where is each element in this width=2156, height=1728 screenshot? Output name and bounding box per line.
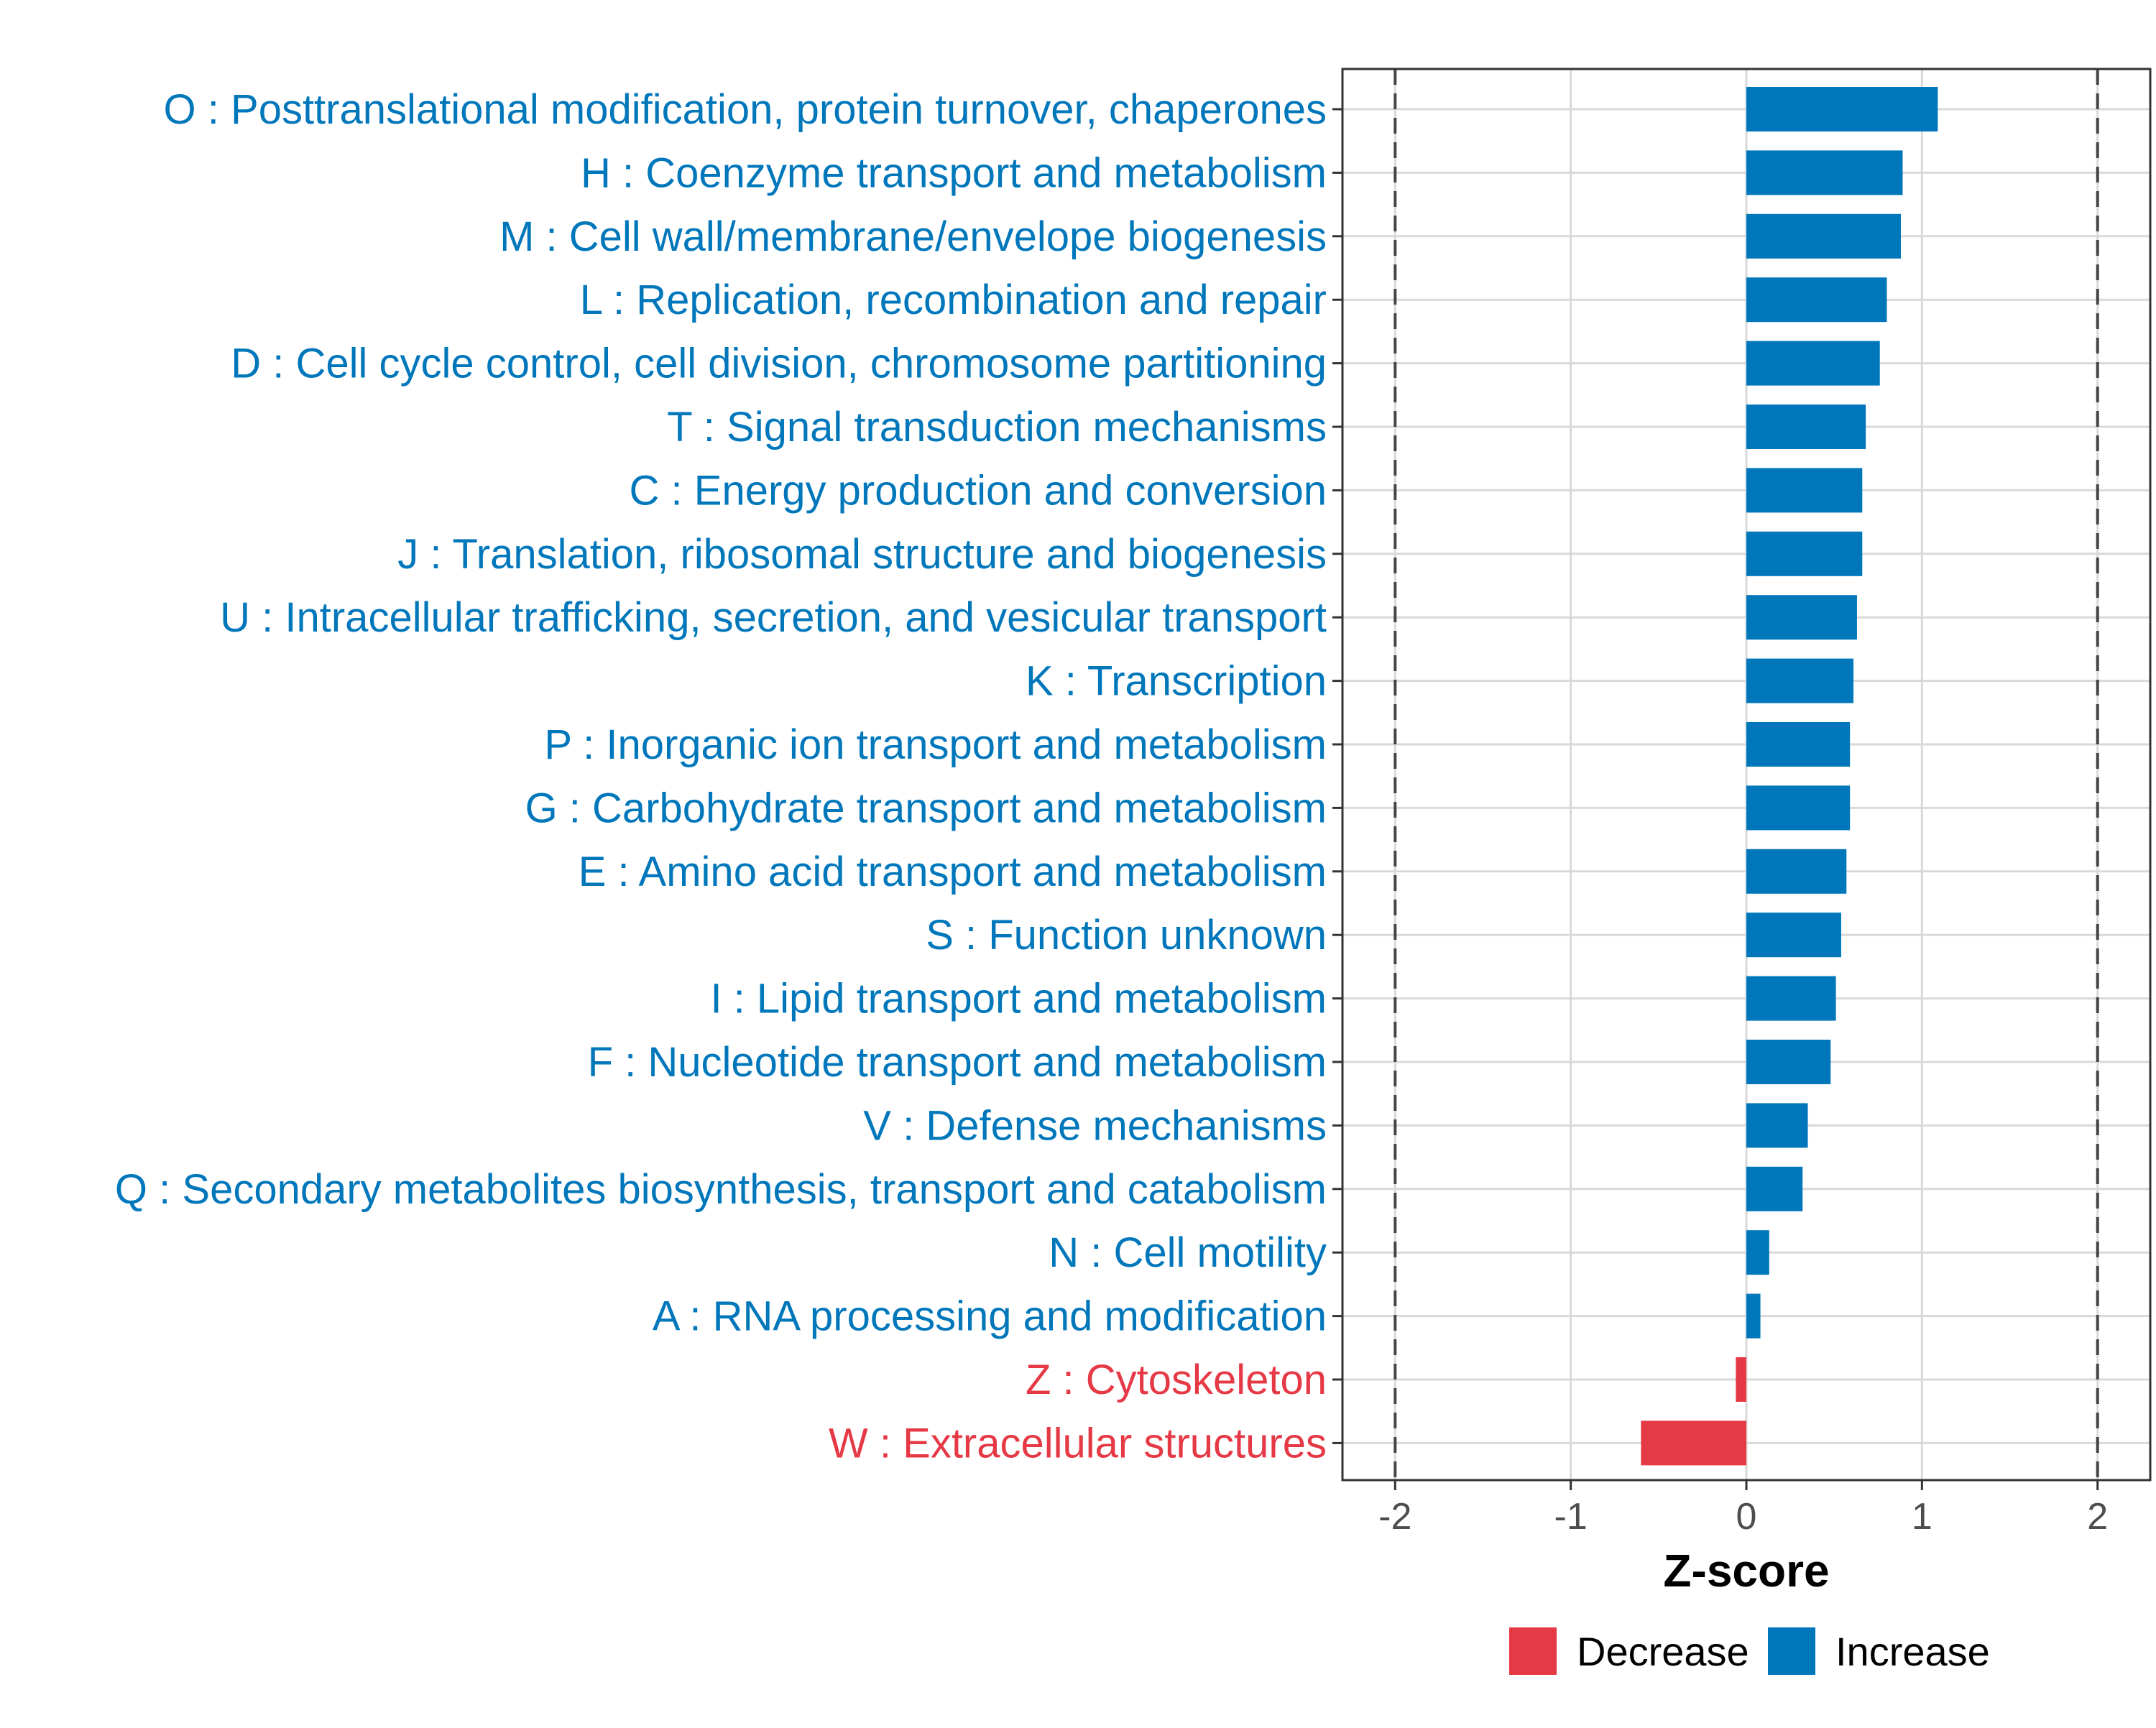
x-tick-label: 0 [1736, 1496, 1757, 1538]
bar [1746, 277, 1887, 323]
legend-label-increase: Increase [1835, 1629, 1990, 1674]
bar [1746, 1293, 1761, 1339]
bar [1746, 468, 1863, 513]
bar [1746, 1040, 1831, 1084]
legend-label-decrease: Decrease [1577, 1629, 1749, 1674]
legend: Decrease Increase [1509, 1627, 1990, 1675]
bar [1736, 1357, 1746, 1402]
bar [1746, 595, 1857, 640]
bar [1746, 531, 1863, 576]
category-label: W : Extracellular structures [829, 1420, 1327, 1466]
bar [1746, 213, 1902, 259]
category-label: E : Amino acid transport and metabolism [579, 849, 1327, 895]
x-axis-title: Z-score [1663, 1545, 1829, 1597]
bar [1746, 658, 1854, 703]
category-label: Z : Cytoskeleton [1026, 1357, 1327, 1403]
x-tick-label: -1 [1554, 1496, 1588, 1538]
category-label: A : RNA processing and modification [653, 1293, 1327, 1340]
bar [1746, 912, 1841, 958]
category-label: F : Nucleotide transport and metabolism [588, 1039, 1327, 1086]
legend-swatch-increase [1768, 1627, 1815, 1675]
x-tick-label: 2 [2087, 1496, 2108, 1538]
category-label: I : Lipid transport and metabolism [710, 976, 1327, 1022]
bar [1746, 722, 1851, 767]
category-label: M : Cell wall/membrane/envelope biogenes… [499, 213, 1327, 260]
bar-layer [1641, 87, 1938, 1466]
category-label: T : Signal transduction mechanisms [667, 404, 1327, 451]
threshold-layer [1393, 69, 2099, 1480]
category-label: S : Function unknown [926, 912, 1327, 958]
category-label: Q : Secondary metabolites biosynthesis, … [115, 1166, 1327, 1213]
x-tick-label: -2 [1378, 1496, 1411, 1538]
category-label: G : Carbohydrate transport and metabolis… [525, 785, 1327, 831]
category-label: H : Coenzyme transport and metabolism [581, 149, 1327, 196]
category-label: D : Cell cycle control, cell division, c… [231, 341, 1327, 387]
tick-layer: -2 -1 0 1 2 [1332, 108, 2108, 1538]
category-label-layer: O : Posttranslational modification, prot… [115, 86, 1327, 1466]
category-label: O : Posttranslational modification, prot… [164, 86, 1327, 133]
bar [1746, 87, 1938, 131]
legend-swatch-decrease [1509, 1627, 1557, 1675]
bar [1746, 341, 1880, 386]
bar [1746, 849, 1847, 894]
bar [1746, 405, 1866, 449]
category-label: L : Replication, recombination and repai… [580, 277, 1327, 323]
bar [1746, 1103, 1808, 1148]
category-label: N : Cell motility [1049, 1229, 1327, 1276]
bar [1746, 1166, 1803, 1211]
category-label: J : Translation, ribosomal structure and… [397, 531, 1327, 578]
category-label: U : Intracellular trafficking, secretion… [220, 594, 1327, 641]
category-label: V : Defense mechanisms [863, 1102, 1327, 1149]
bar [1746, 976, 1836, 1021]
bar [1746, 1230, 1769, 1275]
category-label: K : Transcription [1026, 658, 1327, 705]
bar [1746, 785, 1851, 831]
category-label: P : Inorganic ion transport and metaboli… [544, 721, 1327, 768]
bar [1641, 1420, 1746, 1466]
x-tick-label: 1 [1912, 1496, 1932, 1538]
bar [1746, 150, 1903, 195]
category-label: C : Energy production and conversion [630, 467, 1327, 514]
